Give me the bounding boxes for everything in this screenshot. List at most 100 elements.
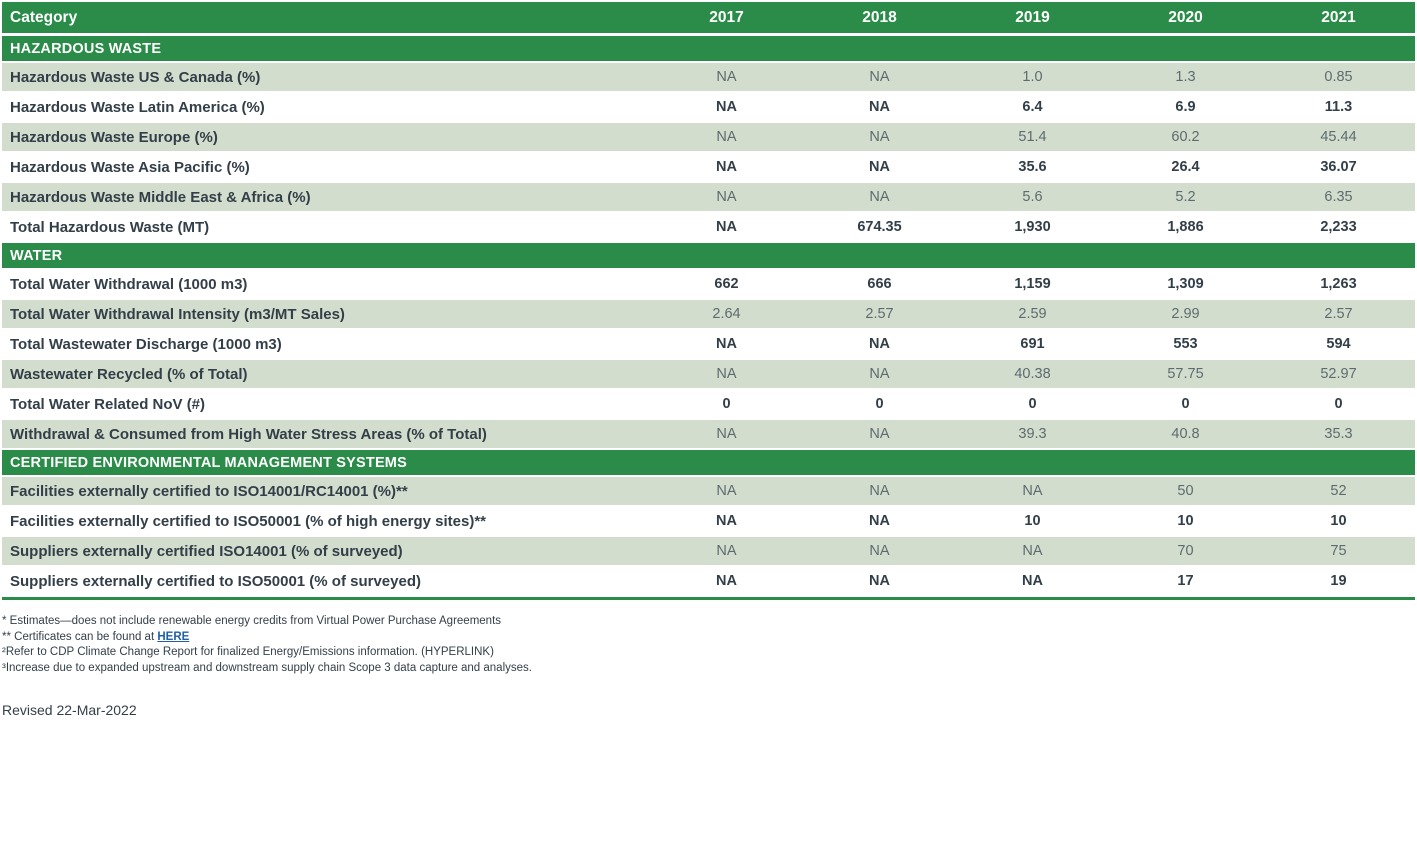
value-cell: 2.99 <box>1171 306 1200 322</box>
value-cell: 2,233 <box>1320 219 1357 235</box>
table-row: Hazardous Waste Middle East & Africa (%)… <box>2 183 1415 211</box>
value-cell: NA <box>869 99 890 115</box>
value-cell: 1,159 <box>1014 276 1051 292</box>
value-cell: NA <box>869 69 890 85</box>
value-cell: 39.3 <box>1018 426 1047 442</box>
section-header-row: HAZARDOUS WASTE <box>2 36 1415 61</box>
table-body: HAZARDOUS WASTE Hazardous Waste US & Cana… <box>2 36 1415 595</box>
value-cell: NA <box>716 483 737 499</box>
value-cell: 594 <box>1326 336 1351 352</box>
value-cell: 0 <box>1181 396 1190 412</box>
value-cell: 51.4 <box>1018 129 1047 145</box>
revised-date: Revised 22-Mar-2022 <box>2 702 137 718</box>
footnote-line: ²Refer to CDP Climate Change Report for … <box>2 646 494 658</box>
year-column-header: 2021 <box>1321 8 1356 26</box>
value-cell: 19 <box>1330 573 1347 589</box>
row-label: Withdrawal & Consumed from High Water St… <box>10 425 487 443</box>
row-label: Total Water Withdrawal Intensity (m3/MT … <box>10 305 345 323</box>
value-cell: 691 <box>1020 336 1045 352</box>
value-cell: 2.59 <box>1018 306 1047 322</box>
row-label: Hazardous Waste Asia Pacific (%) <box>10 158 250 176</box>
table-row: Total Hazardous Waste (MT) NA 674.35 1,930 1… <box>2 213 1415 241</box>
row-label: Suppliers externally certified to ISO500… <box>10 572 421 590</box>
value-cell: NA <box>716 426 737 442</box>
value-cell: 0 <box>1334 396 1343 412</box>
section-title: CERTIFIED ENVIRONMENTAL MANAGEMENT SYSTE… <box>10 454 407 471</box>
value-cell: NA <box>716 336 737 352</box>
value-cell: NA <box>716 159 737 175</box>
value-cell: 10 <box>1024 513 1041 529</box>
table-row: Wastewater Recycled (% of Total) NA NA 40.3… <box>2 360 1415 388</box>
row-label: Wastewater Recycled (% of Total) <box>10 365 248 383</box>
value-cell: 0.85 <box>1324 69 1353 85</box>
row-label: Total Hazardous Waste (MT) <box>10 218 210 236</box>
value-cell: 2.64 <box>712 306 741 322</box>
certificates-here-link[interactable]: HERE <box>157 630 190 643</box>
value-cell: 2.57 <box>1324 306 1353 322</box>
value-cell: 1,930 <box>1014 219 1051 235</box>
table-row: Hazardous Waste Asia Pacific (%) NA NA 35.6… <box>2 153 1415 181</box>
footnote-line: ³Increase due to expanded upstream and d… <box>2 661 532 674</box>
row-label: Suppliers externally certified ISO14001 … <box>10 542 403 560</box>
value-cell: NA <box>716 573 737 589</box>
table-row: Total Water Withdrawal (1000 m3) 662 666 1,… <box>2 270 1415 298</box>
section-header-row: WATER <box>2 243 1415 268</box>
table-row: Suppliers externally certified ISO14001 … <box>2 537 1415 565</box>
year-column-header: 2018 <box>862 8 897 26</box>
value-cell: 6.35 <box>1324 189 1353 205</box>
year-column-header: 2017 <box>709 8 744 26</box>
value-cell: 666 <box>867 276 892 292</box>
value-cell: 2.57 <box>865 306 894 322</box>
value-cell: 10 <box>1177 513 1194 529</box>
value-cell: 40.8 <box>1171 426 1200 442</box>
row-label: Hazardous Waste Middle East & Africa (%) <box>10 188 311 206</box>
row-label: Hazardous Waste Europe (%) <box>10 128 218 146</box>
footnote-line: ** Certificates can be found at HERE <box>2 630 190 643</box>
value-cell: 6.9 <box>1175 99 1196 115</box>
value-cell: NA <box>1022 573 1043 589</box>
value-cell: NA <box>716 543 737 559</box>
row-label: Facilities externally certified to ISO50… <box>10 512 487 530</box>
value-cell: 17 <box>1177 573 1194 589</box>
value-cell: NA <box>716 189 737 205</box>
value-cell: 553 <box>1173 336 1198 352</box>
table-row: Total Water Withdrawal Intensity (m3/MT … <box>2 300 1415 328</box>
table-row: Hazardous Waste US & Canada (%) NA NA 1.0 1.… <box>2 63 1415 91</box>
year-column-header: 2019 <box>1015 8 1050 26</box>
section-title: HAZARDOUS WASTE <box>10 40 162 57</box>
value-cell: 1,263 <box>1320 276 1357 292</box>
value-cell: 1.3 <box>1175 69 1196 85</box>
footnote-line: * Estimates—does not include renewable e… <box>2 615 502 627</box>
value-cell: NA <box>1022 543 1043 559</box>
value-cell: 52 <box>1330 483 1347 499</box>
row-label: Hazardous Waste US & Canada (%) <box>10 68 261 86</box>
table-row: Hazardous Waste Europe (%) NA NA 51.4 60.2 45… <box>2 123 1415 151</box>
row-label: Total Wastewater Discharge (1000 m3) <box>10 335 282 353</box>
value-cell: 1,309 <box>1167 276 1204 292</box>
value-cell: 26.4 <box>1171 159 1200 175</box>
value-cell: 35.3 <box>1324 426 1353 442</box>
footnotes: * Estimates—does not include renewable e… <box>2 614 1417 676</box>
category-column-header: Category <box>10 8 78 26</box>
table-header-row: Category 2017 2018 2019 2020 2021 <box>2 2 1415 33</box>
table-row: Facilities externally certified to ISO50… <box>2 507 1415 535</box>
section-header-row: CERTIFIED ENVIRONMENTAL MANAGEMENT SYSTE… <box>2 450 1415 475</box>
value-cell: 674.35 <box>857 219 902 235</box>
value-cell: 6.4 <box>1022 99 1043 115</box>
table-row: Total Water Related NoV (#) 0 0 0 0 0 <box>2 390 1415 418</box>
value-cell: 5.6 <box>1022 189 1043 205</box>
value-cell: NA <box>869 129 890 145</box>
table-bottom-border <box>2 597 1415 600</box>
value-cell: 1,886 <box>1167 219 1204 235</box>
section-title: WATER <box>10 247 63 264</box>
value-cell: 70 <box>1177 543 1194 559</box>
row-label: Facilities externally certified to ISO14… <box>10 482 408 500</box>
value-cell: 35.6 <box>1018 159 1047 175</box>
value-cell: NA <box>869 513 890 529</box>
value-cell: NA <box>716 366 737 382</box>
value-cell: 10 <box>1330 513 1347 529</box>
value-cell: NA <box>869 426 890 442</box>
row-label: Hazardous Waste Latin America (%) <box>10 98 265 116</box>
value-cell: 36.07 <box>1320 159 1357 175</box>
